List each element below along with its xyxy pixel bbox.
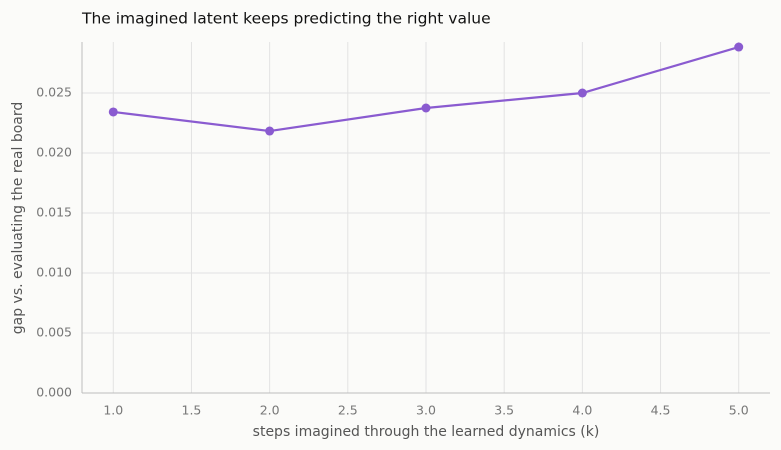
y-tick-label: 0.010 <box>36 265 72 280</box>
point <box>265 126 275 136</box>
y-tick-label: 0.025 <box>36 85 72 100</box>
x-tick-label: 1.5 <box>182 403 202 418</box>
x-tick-label: 2.5 <box>338 403 358 418</box>
x-tick-label: 4.5 <box>651 403 671 418</box>
y-tick-label: 0.015 <box>36 205 72 220</box>
x-tick-label: 3.0 <box>416 403 436 418</box>
point <box>577 88 587 98</box>
point <box>108 107 118 117</box>
x-tick-label: 1.0 <box>103 403 123 418</box>
x-tick-label: 5.0 <box>729 403 749 418</box>
y-tick-label: 0.020 <box>36 145 72 160</box>
point <box>421 103 431 113</box>
x-tick-label: 3.5 <box>494 403 514 418</box>
point <box>734 42 744 52</box>
x-tick-label: 4.0 <box>572 403 592 418</box>
y-axis-label: gap vs. evaluating the real board <box>10 102 26 335</box>
x-tick-label: 2.0 <box>260 403 280 418</box>
x-axis-label: steps imagined through the learned dynam… <box>253 424 600 440</box>
y-tick-label: 0.005 <box>36 325 72 340</box>
y-tick-label: 0.000 <box>36 385 72 400</box>
chart-title: The imagined latent keeps predicting the… <box>81 10 491 28</box>
